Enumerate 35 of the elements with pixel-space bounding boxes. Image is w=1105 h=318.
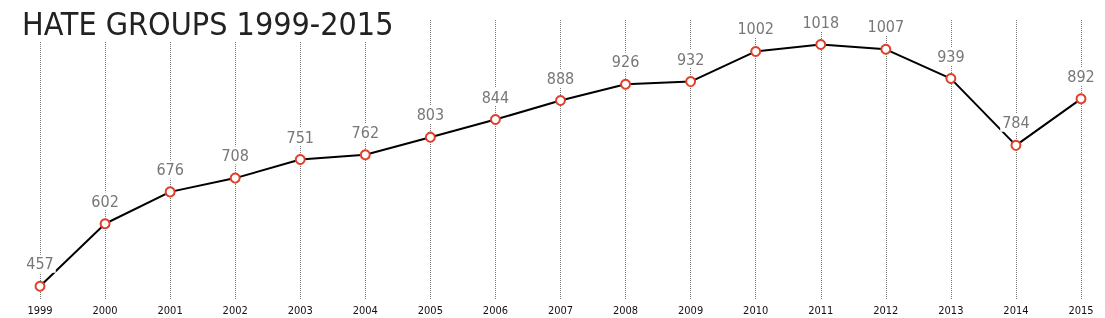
x-tick-label: 2004 (352, 304, 378, 317)
x-tick-label: 2014 (1003, 304, 1029, 317)
data-label: 926 (611, 52, 640, 72)
data-label: 1007 (867, 17, 905, 37)
data-label: 751 (286, 127, 314, 147)
x-tick-label: 2005 (417, 304, 443, 317)
x-tick-label: 2000 (92, 304, 118, 317)
x-tick-label: 2003 (287, 304, 313, 317)
data-label: 803 (416, 105, 445, 125)
data-label: 1002 (737, 19, 774, 39)
data-label: 457 (26, 254, 54, 274)
chart-title: HATE GROUPS 1999-2015 (22, 5, 394, 43)
data-label: 602 (91, 191, 119, 211)
x-tick-label: 1999 (27, 304, 53, 317)
data-label: 1018 (802, 12, 840, 32)
x-tick-label: 2009 (678, 304, 704, 317)
data-label: 708 (221, 146, 249, 166)
x-tick-label: 2002 (222, 304, 248, 317)
x-tick-label: 2015 (1068, 304, 1094, 317)
x-tick-label: 2007 (547, 304, 574, 317)
x-tick-label: 2006 (482, 304, 509, 317)
x-tick-label: 2008 (612, 304, 639, 317)
data-label: 939 (937, 46, 965, 66)
data-label: 844 (481, 87, 510, 107)
data-label: 892 (1067, 66, 1095, 86)
data-label: 932 (676, 49, 705, 69)
data-label: 888 (546, 68, 575, 88)
x-tick-label: 2010 (743, 304, 769, 317)
x-tick-label: 2011 (808, 304, 834, 317)
data-label: 784 (1002, 113, 1030, 133)
data-label: 676 (156, 159, 184, 179)
x-tick-label: 2001 (157, 304, 183, 317)
data-label: 762 (351, 122, 380, 142)
x-tick-label: 2013 (938, 304, 964, 317)
x-tick-label: 2012 (873, 304, 899, 317)
